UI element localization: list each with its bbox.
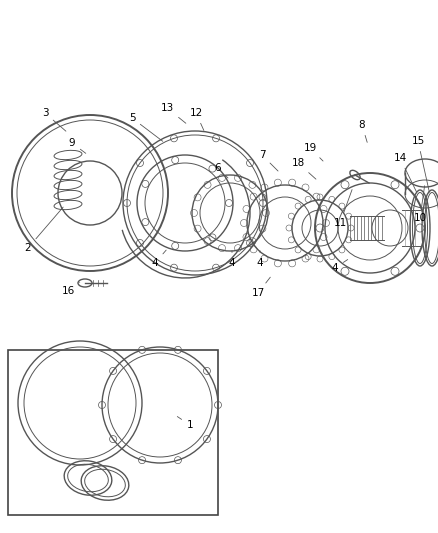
Text: 15: 15 xyxy=(411,136,429,192)
Text: 1: 1 xyxy=(177,417,193,430)
Text: 11: 11 xyxy=(333,190,352,228)
Text: 12: 12 xyxy=(189,108,204,131)
Text: 2: 2 xyxy=(25,207,63,253)
Text: 7: 7 xyxy=(259,150,278,171)
Text: 19: 19 xyxy=(304,143,323,161)
Text: 17: 17 xyxy=(251,277,270,298)
Text: 13: 13 xyxy=(160,103,186,123)
Text: 9: 9 xyxy=(69,138,86,154)
Text: 6: 6 xyxy=(215,163,228,178)
FancyBboxPatch shape xyxy=(8,350,218,515)
Text: 8: 8 xyxy=(359,120,367,142)
Text: 10: 10 xyxy=(413,186,427,223)
Text: 4: 4 xyxy=(332,260,348,273)
Text: 3: 3 xyxy=(42,108,66,131)
Text: 16: 16 xyxy=(61,282,80,296)
Text: 4: 4 xyxy=(257,251,263,268)
Text: 4: 4 xyxy=(229,251,235,268)
Text: 14: 14 xyxy=(393,153,417,192)
Text: 5: 5 xyxy=(129,113,163,141)
Text: 4: 4 xyxy=(152,250,166,268)
Text: 18: 18 xyxy=(291,158,316,179)
